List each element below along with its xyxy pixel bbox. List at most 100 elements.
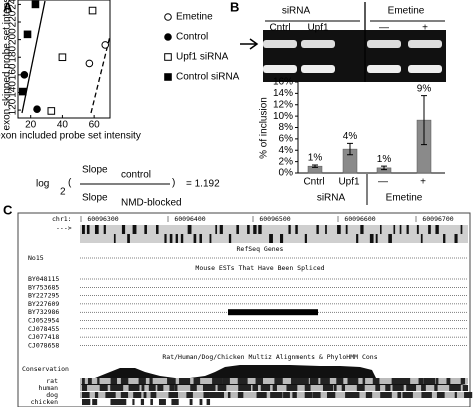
exon bbox=[295, 225, 298, 234]
x-tick-label: Upf1 bbox=[338, 177, 360, 188]
exon bbox=[94, 225, 99, 234]
eq-den-sub: NMD-blocked bbox=[121, 198, 182, 209]
exon bbox=[288, 225, 291, 234]
alignment-block bbox=[309, 378, 319, 384]
coordinate: 60096500 bbox=[259, 215, 290, 223]
alignment-block bbox=[110, 385, 121, 391]
alignment-block bbox=[392, 385, 404, 391]
alignment-block bbox=[117, 399, 127, 405]
gel-group: siRNA bbox=[282, 6, 311, 17]
x-tick-label: + bbox=[420, 177, 426, 188]
legend-marker bbox=[164, 53, 172, 61]
alignment-block bbox=[252, 385, 258, 391]
alignment-block bbox=[97, 378, 100, 384]
eq-paren: ( bbox=[68, 178, 72, 189]
alignment-block bbox=[158, 399, 166, 405]
plot-area bbox=[17, 0, 111, 119]
exon bbox=[219, 225, 223, 234]
species-label: rat bbox=[46, 377, 58, 385]
alignment-block bbox=[347, 378, 359, 384]
panel-label: C bbox=[3, 202, 13, 217]
alignment-block bbox=[398, 378, 408, 384]
alignment-block bbox=[202, 385, 214, 391]
exon bbox=[187, 225, 192, 234]
x-tick-label: 20 bbox=[25, 120, 37, 131]
alignment-block bbox=[255, 378, 264, 384]
exon bbox=[247, 225, 250, 234]
x-axis-label: exon included probe set intensity bbox=[0, 131, 141, 142]
strand: ---> bbox=[56, 224, 72, 232]
exon bbox=[215, 225, 218, 234]
alignment-block bbox=[406, 378, 411, 384]
gel-band bbox=[367, 40, 401, 48]
y-tick-label: 140 bbox=[8, 81, 19, 98]
alignment-block bbox=[449, 385, 461, 391]
alignment-block bbox=[82, 399, 91, 405]
exon bbox=[375, 234, 378, 243]
alignment-block bbox=[237, 378, 248, 384]
point bbox=[23, 30, 32, 39]
gel-band bbox=[263, 40, 297, 48]
alignment-block bbox=[150, 392, 157, 398]
point bbox=[20, 71, 29, 79]
alignment-block bbox=[237, 392, 244, 398]
legend-label: Control siRNA bbox=[176, 72, 240, 83]
est-label: CJ078658 bbox=[28, 341, 59, 349]
x-tick-label: 40 bbox=[57, 120, 69, 131]
exon bbox=[337, 225, 341, 234]
est-label: CJ078455 bbox=[28, 325, 59, 333]
exon bbox=[304, 234, 307, 243]
alignment-block bbox=[92, 399, 98, 405]
alignment-block bbox=[297, 378, 309, 384]
est-label: BY048115 bbox=[28, 275, 59, 283]
alignment-block bbox=[243, 385, 251, 391]
gel-band bbox=[408, 40, 442, 48]
exon bbox=[258, 225, 262, 234]
track-title: Rat/Human/Dog/Chicken Multiz Alignments … bbox=[162, 353, 377, 361]
track-title: Mouse ESTs That Have Been Spliced bbox=[195, 264, 324, 272]
exon bbox=[253, 225, 257, 234]
eq-num-sub: control bbox=[121, 170, 151, 181]
alignment-block bbox=[286, 385, 298, 391]
alignment-block bbox=[291, 378, 298, 384]
exon bbox=[269, 234, 273, 243]
alignment-block bbox=[148, 385, 156, 391]
alignment-block bbox=[203, 392, 210, 398]
legend-label: Control bbox=[176, 32, 208, 43]
exon bbox=[369, 234, 374, 243]
alignment-block bbox=[132, 399, 135, 405]
alignment-block bbox=[260, 385, 271, 391]
panel-label: A bbox=[3, 0, 13, 14]
alignment-block bbox=[120, 392, 129, 398]
position: chr1: bbox=[52, 215, 72, 223]
species-track bbox=[80, 399, 468, 405]
alignment-block bbox=[454, 392, 457, 398]
alignment-block bbox=[326, 392, 334, 398]
exon bbox=[325, 225, 327, 234]
alignment-block bbox=[219, 392, 225, 398]
arrow bbox=[240, 38, 259, 50]
species-label: dog bbox=[46, 391, 58, 399]
point bbox=[85, 59, 94, 68]
gel-lane: + bbox=[422, 23, 428, 34]
alignment-block bbox=[380, 392, 392, 398]
eq-num: Slope bbox=[82, 165, 108, 176]
point bbox=[58, 53, 67, 62]
alignment-block bbox=[402, 392, 413, 398]
alignment-block bbox=[168, 392, 179, 398]
alignment-block bbox=[362, 378, 366, 384]
species-track bbox=[80, 378, 468, 384]
refseq-track bbox=[80, 225, 468, 243]
exon bbox=[360, 225, 364, 234]
exon bbox=[399, 225, 402, 234]
alignment-block bbox=[120, 378, 129, 384]
alignment-block bbox=[256, 392, 267, 398]
alignment-block bbox=[375, 385, 381, 391]
alignment-block bbox=[223, 385, 227, 391]
alignment-block bbox=[336, 378, 344, 384]
alignment-block bbox=[350, 392, 359, 398]
eq-result: = 1.192 bbox=[186, 179, 220, 190]
y-axis-label: exon skipped probe set intensity bbox=[2, 0, 13, 130]
exon bbox=[156, 225, 159, 234]
alignment-block bbox=[423, 378, 436, 384]
